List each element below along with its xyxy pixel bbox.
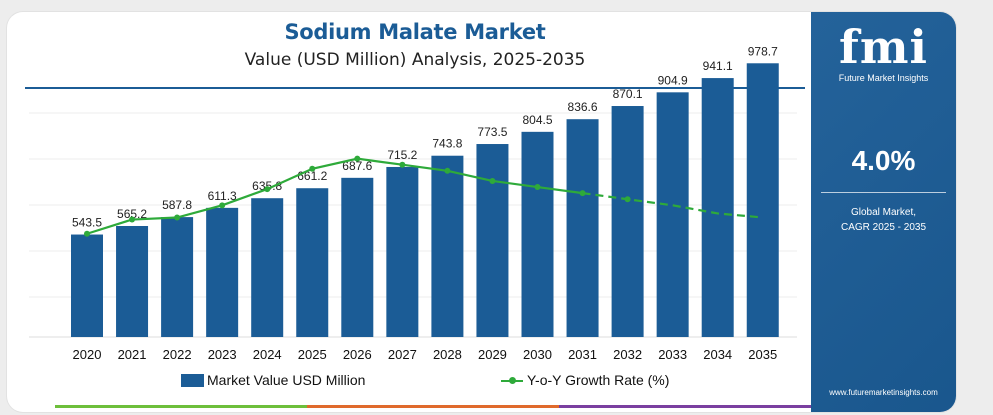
website-link[interactable]: www.futuremarketinsights.com bbox=[829, 388, 938, 397]
growth-point-2022 bbox=[174, 214, 181, 221]
chart-title: Sodium Malate Market bbox=[284, 20, 546, 44]
bar-2035 bbox=[746, 63, 779, 337]
x-tick-2035: 2035 bbox=[748, 347, 777, 362]
growth-point-2021 bbox=[129, 216, 136, 223]
x-tick-2032: 2032 bbox=[613, 347, 642, 362]
x-tick-2026: 2026 bbox=[343, 347, 372, 362]
cagr-label-line2: CAGR 2025 - 2035 bbox=[840, 222, 927, 233]
bar-2024 bbox=[251, 198, 284, 337]
chart-legend: Market Value USD Million Y-o-Y Growth Ra… bbox=[7, 372, 807, 394]
x-tick-2028: 2028 bbox=[433, 347, 462, 362]
data-label-2020: 543.5 bbox=[72, 216, 102, 230]
strip-segment-purple bbox=[559, 405, 811, 408]
data-label-2030: 804.5 bbox=[522, 113, 552, 127]
data-label-2029: 773.5 bbox=[477, 125, 507, 139]
fmi-side-panel: fmi Future Market Insights 4.0% Global M… bbox=[811, 12, 956, 412]
growth-point-2024 bbox=[264, 186, 271, 193]
x-tick-2021: 2021 bbox=[118, 347, 147, 362]
growth-line-forecast bbox=[582, 192, 763, 219]
bar-2021 bbox=[116, 225, 149, 337]
x-tick-2029: 2029 bbox=[478, 347, 507, 362]
bar-2033 bbox=[656, 92, 689, 337]
data-label-2026: 687.6 bbox=[342, 159, 372, 173]
x-tick-2034: 2034 bbox=[703, 347, 732, 362]
growth-point-2032 bbox=[624, 196, 631, 203]
title-divider bbox=[25, 87, 805, 89]
bar-2020 bbox=[71, 234, 103, 337]
growth-point-2027 bbox=[399, 161, 406, 168]
bar-2034 bbox=[701, 78, 734, 337]
legend-line-swatch bbox=[501, 374, 523, 387]
growth-point-2026 bbox=[354, 155, 361, 162]
legend-item-growth-rate: Y-o-Y Growth Rate (%) bbox=[501, 372, 669, 388]
data-label-2031: 836.6 bbox=[568, 100, 598, 114]
bar-2023 bbox=[206, 207, 239, 337]
growth-point-2030 bbox=[534, 184, 541, 191]
cagr-label-line1: Global Market, bbox=[850, 207, 917, 218]
growth-point-2023 bbox=[219, 202, 226, 209]
data-label-2023: 611.3 bbox=[208, 189, 237, 203]
legend-item-market-value: Market Value USD Million bbox=[181, 372, 365, 388]
growth-point-2025 bbox=[309, 165, 316, 172]
bar-2030 bbox=[521, 131, 554, 337]
x-tick-2033: 2033 bbox=[658, 347, 687, 362]
x-tick-2020: 2020 bbox=[73, 347, 102, 362]
growth-point-2028 bbox=[444, 167, 451, 174]
growth-point-2031 bbox=[579, 190, 586, 197]
cagr-divider bbox=[821, 192, 946, 193]
x-tick-2030: 2030 bbox=[523, 347, 552, 362]
legend-bar-label: Market Value USD Million bbox=[207, 372, 366, 388]
x-tick-2023: 2023 bbox=[208, 347, 237, 362]
bar-2025 bbox=[296, 188, 329, 337]
data-label-2028: 743.8 bbox=[432, 137, 462, 151]
data-label-2027: 715.2 bbox=[387, 148, 417, 162]
growth-point-2029 bbox=[489, 177, 496, 184]
chart-plot: 543.52020565.22021587.82022611.32023635.… bbox=[29, 44, 797, 362]
x-tick-2027: 2027 bbox=[388, 347, 417, 362]
fmi-logo: fmi bbox=[839, 20, 928, 74]
data-label-2034: 941.1 bbox=[703, 59, 733, 73]
data-label-2033: 904.9 bbox=[658, 73, 688, 87]
bar-2031 bbox=[566, 119, 599, 337]
growth-line bbox=[86, 157, 583, 235]
strip-segment-green bbox=[55, 405, 307, 408]
data-label-2035: 978.7 bbox=[748, 44, 778, 58]
bar-2029 bbox=[476, 144, 509, 337]
bar-2022 bbox=[161, 217, 194, 337]
chart-subtitle: Value (USD Million) Analysis, 2025-2035 bbox=[244, 50, 586, 70]
bottom-color-strip bbox=[55, 405, 811, 408]
chart-card: Sodium Malate Market Value (USD Million)… bbox=[7, 12, 956, 412]
fmi-logo-tagline: Future Market Insights bbox=[838, 73, 929, 83]
x-tick-2022: 2022 bbox=[163, 347, 192, 362]
growth-point-2020 bbox=[84, 230, 90, 237]
data-label-2022: 587.8 bbox=[162, 198, 192, 212]
x-tick-2024: 2024 bbox=[253, 347, 282, 362]
cagr-value: 4.0% bbox=[851, 145, 916, 176]
data-label-2021: 565.2 bbox=[117, 207, 147, 221]
bar-2032 bbox=[611, 106, 644, 337]
bar-2027 bbox=[386, 166, 419, 337]
cagr-label: Global Market, CAGR 2025 - 2035 bbox=[811, 205, 956, 235]
legend-line-label: Y-o-Y Growth Rate (%) bbox=[527, 372, 670, 388]
bar-2028 bbox=[431, 155, 464, 337]
bar-2026 bbox=[341, 177, 374, 337]
legend-bar-swatch bbox=[181, 373, 204, 387]
data-label-2032: 870.1 bbox=[613, 87, 643, 101]
x-tick-2031: 2031 bbox=[568, 347, 597, 362]
x-tick-2025: 2025 bbox=[298, 347, 327, 362]
strip-segment-orange bbox=[307, 405, 559, 408]
